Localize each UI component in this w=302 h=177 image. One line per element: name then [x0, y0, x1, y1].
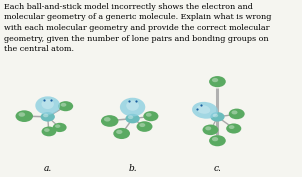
Ellipse shape — [126, 100, 139, 111]
Circle shape — [128, 115, 133, 119]
Circle shape — [212, 137, 218, 141]
Ellipse shape — [41, 99, 54, 109]
Circle shape — [229, 109, 245, 119]
Circle shape — [18, 112, 25, 117]
Ellipse shape — [120, 98, 145, 116]
Text: c.: c. — [214, 164, 221, 173]
Circle shape — [104, 117, 111, 122]
Text: b.: b. — [128, 164, 137, 173]
Circle shape — [15, 110, 33, 122]
Circle shape — [53, 123, 67, 132]
Circle shape — [139, 123, 145, 127]
Text: a.: a. — [43, 164, 52, 173]
Circle shape — [146, 113, 152, 117]
Circle shape — [55, 124, 60, 128]
Text: Each ball-and-stick model incorrectly shows the electron and
molecular geometry : Each ball-and-stick model incorrectly sh… — [4, 3, 271, 53]
Circle shape — [101, 115, 118, 127]
Ellipse shape — [192, 102, 218, 119]
Circle shape — [116, 130, 123, 134]
Circle shape — [209, 135, 226, 146]
Circle shape — [213, 114, 218, 117]
Circle shape — [125, 114, 140, 123]
Circle shape — [143, 111, 159, 121]
Circle shape — [212, 78, 218, 82]
Circle shape — [43, 114, 48, 117]
Circle shape — [210, 112, 225, 122]
Circle shape — [226, 124, 241, 133]
Circle shape — [231, 110, 237, 114]
Circle shape — [61, 103, 66, 107]
Circle shape — [40, 112, 55, 122]
Circle shape — [42, 127, 56, 136]
Circle shape — [113, 128, 130, 139]
Circle shape — [229, 125, 234, 129]
Circle shape — [58, 101, 73, 111]
Ellipse shape — [196, 105, 210, 114]
Circle shape — [205, 126, 211, 130]
Circle shape — [209, 76, 226, 87]
Circle shape — [137, 121, 153, 132]
Circle shape — [203, 125, 218, 135]
Circle shape — [44, 128, 50, 132]
Ellipse shape — [35, 96, 60, 115]
